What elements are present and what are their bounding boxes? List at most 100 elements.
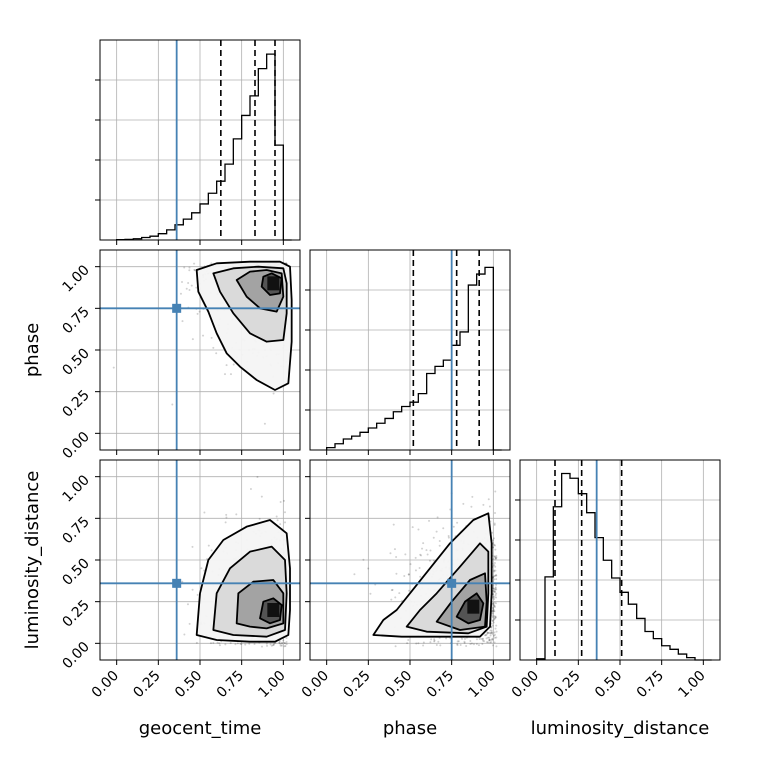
density-luminosity-distance-vs-geocent-time-point <box>181 580 184 583</box>
density-luminosity-distance-vs-phase-point <box>438 544 441 547</box>
density-luminosity-distance-vs-phase-point <box>462 502 465 505</box>
density-luminosity-distance-vs-phase-point <box>420 554 423 557</box>
density-luminosity-distance-vs-phase-point <box>463 641 466 644</box>
density-luminosity-distance-vs-phase-point <box>437 640 440 643</box>
density-luminosity-distance-vs-phase-point <box>494 574 497 577</box>
density-luminosity-distance-vs-phase-point <box>495 583 498 586</box>
density-luminosity-distance-vs-geocent-time-point <box>207 544 210 547</box>
density-luminosity-distance-vs-phase-point <box>472 643 475 646</box>
density-luminosity-distance-vs-phase-point <box>490 641 493 644</box>
density-phase-vs-geocent-time-point <box>181 320 184 323</box>
density-luminosity-distance-vs-geocent-time-point <box>210 549 213 552</box>
density-luminosity-distance-vs-geocent-time-point <box>209 642 212 645</box>
density-luminosity-distance-vs-geocent-time-point <box>186 603 189 606</box>
density-luminosity-distance-vs-phase-point <box>491 616 494 619</box>
density-luminosity-distance-vs-phase-point <box>484 634 487 637</box>
density-luminosity-distance-vs-phase-point <box>491 606 494 609</box>
density-luminosity-distance-vs-phase-point <box>489 634 492 637</box>
density-luminosity-distance-vs-phase-point <box>369 592 372 595</box>
density-luminosity-distance-vs-phase-point <box>456 643 459 646</box>
density-luminosity-distance-vs-phase-point <box>425 549 428 552</box>
density-luminosity-distance-vs-geocent-time-point <box>249 487 252 490</box>
xtick-label-density-luminosity-distance-vs-geocent-time-2: 0.50 <box>172 668 205 701</box>
density-luminosity-distance-vs-phase-point <box>492 607 495 610</box>
density-luminosity-distance-vs-phase-point <box>495 596 498 599</box>
density-luminosity-distance-vs-phase-point <box>495 588 498 591</box>
density-luminosity-distance-vs-phase-point <box>493 595 496 598</box>
density-luminosity-distance-vs-geocent-time-point <box>224 521 227 524</box>
density-luminosity-distance-vs-phase-point <box>492 587 495 590</box>
density-luminosity-distance-vs-phase-point <box>482 503 485 506</box>
density-luminosity-distance-vs-phase-point <box>494 511 497 514</box>
density-luminosity-distance-vs-geocent-time-point <box>265 642 268 645</box>
density-phase-vs-geocent-time-point <box>190 284 193 287</box>
density-luminosity-distance-vs-geocent-time-point <box>183 633 186 636</box>
density-luminosity-distance-vs-phase-point <box>407 573 410 576</box>
density-luminosity-distance-vs-phase-point <box>491 624 494 627</box>
density-luminosity-distance-vs-phase-point <box>430 638 433 641</box>
density-phase-vs-geocent-time-point <box>183 266 186 269</box>
density-luminosity-distance-vs-geocent-time-point <box>275 515 278 518</box>
density-luminosity-distance-vs-phase-point <box>422 641 425 644</box>
density-luminosity-distance-vs-geocent-time-point <box>200 567 203 570</box>
density-luminosity-distance-vs-phase-point <box>492 608 495 611</box>
density-luminosity-distance-vs-phase-point <box>493 544 496 547</box>
density-luminosity-distance-vs-phase-point <box>487 498 490 501</box>
density-luminosity-distance-vs-phase-point <box>494 615 497 618</box>
xlabel-luminosity-distance: luminosity_distance <box>531 718 710 739</box>
density-luminosity-distance-vs-phase-point <box>447 536 450 539</box>
density-luminosity-distance-vs-phase-point <box>482 637 485 640</box>
density-luminosity-distance-vs-geocent-time-point <box>279 644 282 647</box>
density-luminosity-distance-vs-phase-contour-1 <box>405 542 490 635</box>
density-phase-vs-geocent-time-point <box>225 364 228 367</box>
density-luminosity-distance-vs-phase-point <box>433 640 436 643</box>
density-phase-vs-geocent-time-point <box>171 403 174 406</box>
density-phase-vs-geocent-time-point <box>179 292 182 295</box>
xtick-label-density-luminosity-distance-vs-geocent-time-3: 0.75 <box>214 668 247 701</box>
density-luminosity-distance-vs-phase-point <box>491 610 494 613</box>
density-luminosity-distance-vs-phase-point <box>419 575 422 578</box>
density-luminosity-distance-vs-phase-point <box>392 523 395 526</box>
density-luminosity-distance-vs-phase-point <box>353 573 356 576</box>
density-luminosity-distance-vs-geocent-time-point <box>218 642 221 645</box>
xtick-label-hist-luminosity-distance-4: 1.00 <box>675 668 708 701</box>
density-luminosity-distance-vs-geocent-time-point <box>225 513 228 516</box>
density-luminosity-distance-vs-phase-point <box>463 640 466 643</box>
density-luminosity-distance-vs-phase-point <box>495 556 498 559</box>
ytick-label-density-luminosity-distance-vs-geocent-time-3: 0.75 <box>59 514 92 547</box>
density-luminosity-distance-vs-geocent-time-point <box>224 643 227 646</box>
density-luminosity-distance-vs-phase-point <box>471 495 474 498</box>
density-luminosity-distance-vs-phase-point <box>463 637 466 640</box>
density-luminosity-distance-vs-phase-point <box>490 631 493 634</box>
density-luminosity-distance-vs-phase-point <box>491 612 494 615</box>
density-luminosity-distance-vs-phase-point <box>488 639 491 642</box>
density-luminosity-distance-vs-phase-point <box>422 542 425 545</box>
density-luminosity-distance-vs-geocent-time-point <box>225 516 228 519</box>
density-phase-vs-geocent-time-point <box>195 286 198 289</box>
density-luminosity-distance-vs-geocent-time-point <box>280 644 283 647</box>
density-luminosity-distance-vs-geocent-time-point <box>279 501 282 504</box>
density-luminosity-distance-vs-phase-point <box>428 559 431 562</box>
density-luminosity-distance-vs-phase-point <box>495 574 498 577</box>
density-luminosity-distance-vs-phase-point <box>495 554 498 557</box>
density-luminosity-distance-vs-phase-point <box>491 632 494 635</box>
density-luminosity-distance-vs-phase-point <box>482 639 485 642</box>
density-luminosity-distance-vs-phase-point <box>485 633 488 636</box>
density-luminosity-distance-vs-geocent-time-point <box>269 643 272 646</box>
density-luminosity-distance-vs-phase-point <box>489 629 492 632</box>
density-luminosity-distance-vs-phase-point <box>404 553 407 556</box>
density-phase-vs-geocent-time-contour-2 <box>235 269 285 313</box>
density-phase-vs-geocent-time-truth-marker <box>172 303 182 313</box>
density-luminosity-distance-vs-phase-point <box>432 536 435 539</box>
density-luminosity-distance-vs-geocent-time-point <box>283 645 286 648</box>
density-luminosity-distance-vs-geocent-time-point <box>278 642 281 645</box>
density-luminosity-distance-vs-phase-point <box>493 569 496 572</box>
density-luminosity-distance-vs-phase-point <box>477 644 480 647</box>
density-luminosity-distance-vs-phase-point <box>491 638 494 641</box>
density-luminosity-distance-vs-phase-point <box>488 631 491 634</box>
density-luminosity-distance-vs-phase-point <box>494 569 497 572</box>
ytick-label-density-luminosity-distance-vs-geocent-time-4: 1.00 <box>59 472 92 505</box>
density-luminosity-distance-vs-phase-point <box>490 638 493 641</box>
density-luminosity-distance-vs-geocent-time-point <box>239 642 242 645</box>
density-luminosity-distance-vs-phase-point <box>493 578 496 581</box>
